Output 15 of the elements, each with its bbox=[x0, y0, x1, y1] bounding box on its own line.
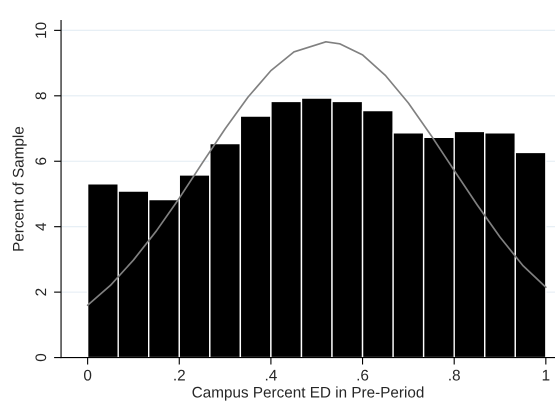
y-tick-label: 4 bbox=[36, 222, 46, 231]
y-tick-label: 8 bbox=[35, 92, 46, 100]
y-tick-label: 0 bbox=[35, 354, 46, 362]
y-tick-label: 10 bbox=[35, 22, 46, 38]
x-tick-label: .2 bbox=[174, 370, 185, 380]
y-tick-label: 6 bbox=[35, 158, 46, 165]
x-tick-label: 1 bbox=[542, 370, 550, 380]
y-axis-title: Percent of Sample bbox=[12, 126, 27, 251]
line-series bbox=[86, 40, 547, 306]
x-axis-title: Campus Percent ED in Pre-Period bbox=[192, 386, 424, 401]
y-tick-label: 2 bbox=[35, 288, 46, 296]
x-tick-label: 0 bbox=[84, 370, 92, 381]
x-tick-label: .8 bbox=[449, 370, 460, 381]
x-tick-label: .4 bbox=[266, 370, 277, 380]
x-tick-label: .6 bbox=[358, 370, 368, 381]
